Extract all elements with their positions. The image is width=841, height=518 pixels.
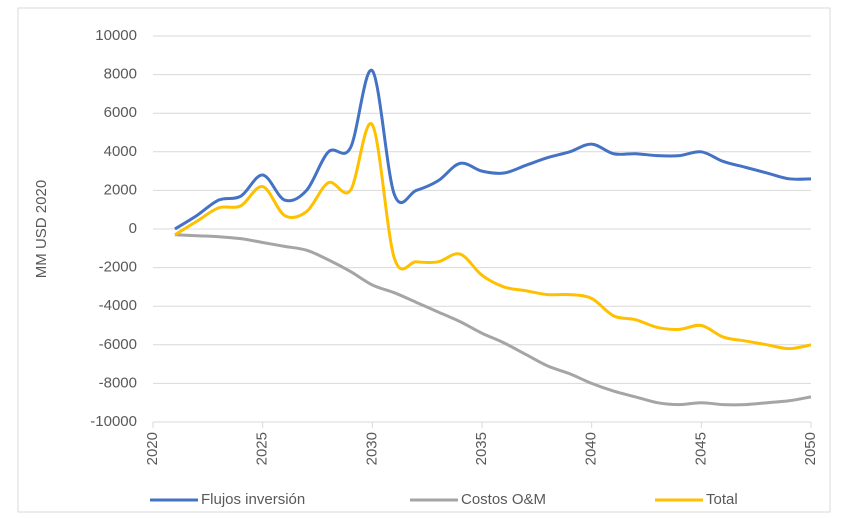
x-tick-label: 2030	[363, 432, 380, 465]
x-tick-label: 2025	[254, 432, 271, 465]
legend-label: Costos O&M	[461, 491, 546, 508]
legend-label: Total	[706, 491, 738, 508]
y-axis-label: MM USD 2020	[33, 180, 50, 278]
series-line	[174, 69, 812, 231]
x-tick-label: 2040	[583, 432, 600, 465]
y-tick-label: 2000	[104, 181, 137, 198]
y-tick-label: 0	[129, 220, 137, 237]
y-tick-label: -6000	[99, 336, 137, 353]
y-tick-label: 8000	[104, 66, 137, 83]
x-tick-label: 2050	[802, 432, 819, 465]
y-tick-label: 10000	[95, 27, 137, 44]
y-tick-label: -8000	[99, 374, 137, 391]
series-line	[174, 233, 812, 407]
y-tick-label: -4000	[99, 297, 137, 314]
x-tick-label: 2020	[144, 432, 161, 465]
x-tick-label: 2045	[692, 432, 709, 465]
y-tick-label: -10000	[90, 413, 137, 430]
y-tick-label: 4000	[104, 143, 137, 160]
x-tick-label: 2035	[473, 432, 490, 465]
series-line	[174, 122, 812, 351]
legend-label: Flujos inversión	[201, 491, 305, 508]
y-tick-label: -2000	[99, 259, 137, 276]
y-tick-label: 6000	[104, 104, 137, 121]
